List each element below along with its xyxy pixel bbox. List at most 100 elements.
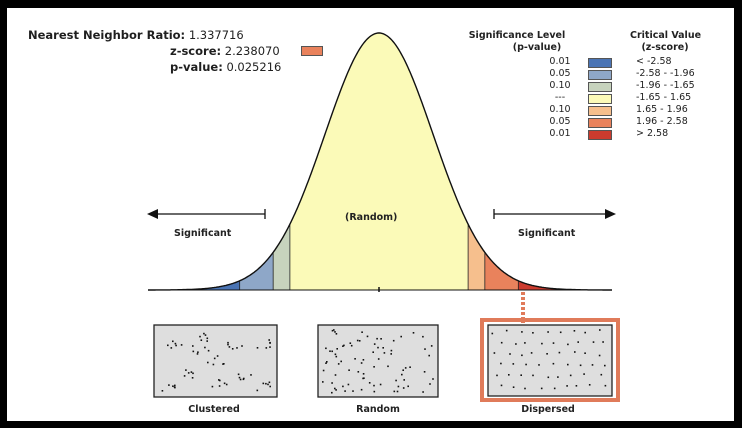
random-point [397,385,400,388]
clustered-point [185,369,187,371]
dispersed-point [538,364,540,366]
random-point [349,342,352,344]
random-point [373,366,375,368]
clustered-point [268,339,270,341]
legend-p-value: 0.05 [549,68,571,79]
dispersed-point [512,386,515,388]
dispersed-point [500,384,503,387]
dispersed-point [491,332,494,335]
dispersed-point [524,387,526,390]
dispersed-point [530,352,533,354]
random-point [350,344,353,347]
random-point [325,347,327,350]
dispersed-point [505,329,508,332]
random-point [382,347,384,349]
random-point [348,369,350,371]
clustered-point [228,346,231,348]
random-point [372,351,374,353]
legend-critical-header: Critical Value (z-score) [630,30,701,54]
legend-p-value: 0.05 [549,116,571,127]
random-label: Random [356,404,400,415]
random-point [335,389,337,391]
random-point [383,352,386,354]
clustered-point [223,382,226,385]
legend-color-swatch [588,70,612,80]
legend-z-range: -1.96 - -1.65 [636,80,695,91]
clustered-point [180,344,183,346]
clustered-point [227,341,229,344]
legend-color-swatch [588,82,612,92]
clustered-point [204,346,206,349]
random-point [395,379,397,382]
fill-1-65-to-1-96 [468,224,485,290]
legend-significance-header: Significance Level (p-value) [452,30,582,54]
clustered-point [219,379,221,382]
clustered-point [204,334,207,336]
z-score-value: 2.238070 [224,44,280,58]
clustered-point [238,376,241,379]
random-point [334,353,337,356]
legend-color-swatch [588,130,612,140]
z-score-swatch [301,46,323,56]
clustered-point [225,383,228,386]
clustered-point [237,373,240,376]
clustered-point [218,379,220,381]
dispersed-point [509,353,511,355]
clustered-point [267,383,269,386]
random-point [422,335,424,338]
dispersed-point [541,342,543,345]
clustered-point [192,350,195,353]
dispersed-point [602,341,604,343]
random-point [322,369,325,372]
random-point [402,369,404,371]
random-point [396,390,399,393]
legend-color-swatch [588,118,612,128]
clustered-point [174,342,177,345]
clustered-point [222,363,224,365]
legend-significance-title: Significance Level [468,30,566,41]
random-point [409,366,411,368]
clustered-point [175,344,177,347]
random-point [352,390,354,392]
dispersed-point [567,363,569,366]
clustered-point [269,346,271,348]
dispersed-point [559,331,562,334]
legend-z-range: > 2.58 [636,128,669,139]
legend-z-range: -2.58 - -1.96 [636,68,695,79]
dispersed-point [575,385,578,387]
legend-z-range: 1.65 - 1.96 [636,104,688,115]
random-point [347,383,350,386]
pattern-dispersed-box [487,324,613,397]
clustered-label: Clustered [188,404,240,415]
clustered-point [199,335,201,338]
dispersed-point [496,374,498,377]
clustered-point [265,382,267,385]
dispersed-label: Dispersed [521,404,575,415]
clustered-point [161,390,164,392]
dispersed-point [558,351,561,354]
dispersed-point [553,387,556,390]
dispersed-point [546,353,548,355]
dispersed-point [598,354,601,357]
random-point [402,387,405,389]
p-value-value: 0.025216 [226,60,282,74]
nn-ratio-value: 1.337716 [188,28,244,42]
legend-p-value: 0.01 [549,128,571,139]
clustered-point [265,347,268,349]
random-point [334,331,336,333]
legend-color-swatch [588,58,612,68]
clustered-point [250,374,252,376]
clustered-point [174,384,176,387]
dispersed-point [604,384,607,387]
dispersed-point [500,341,503,344]
clustered-point [213,357,216,360]
dispersed-point [500,362,502,365]
clustered-point [211,385,214,388]
random-point [400,335,402,338]
random-point [331,329,334,332]
clustered-point [231,348,234,350]
dispersed-point [584,331,586,334]
nn-ratio-readout: Nearest Neighbor Ratio: 1.337716 [28,28,244,42]
random-point [368,382,371,384]
